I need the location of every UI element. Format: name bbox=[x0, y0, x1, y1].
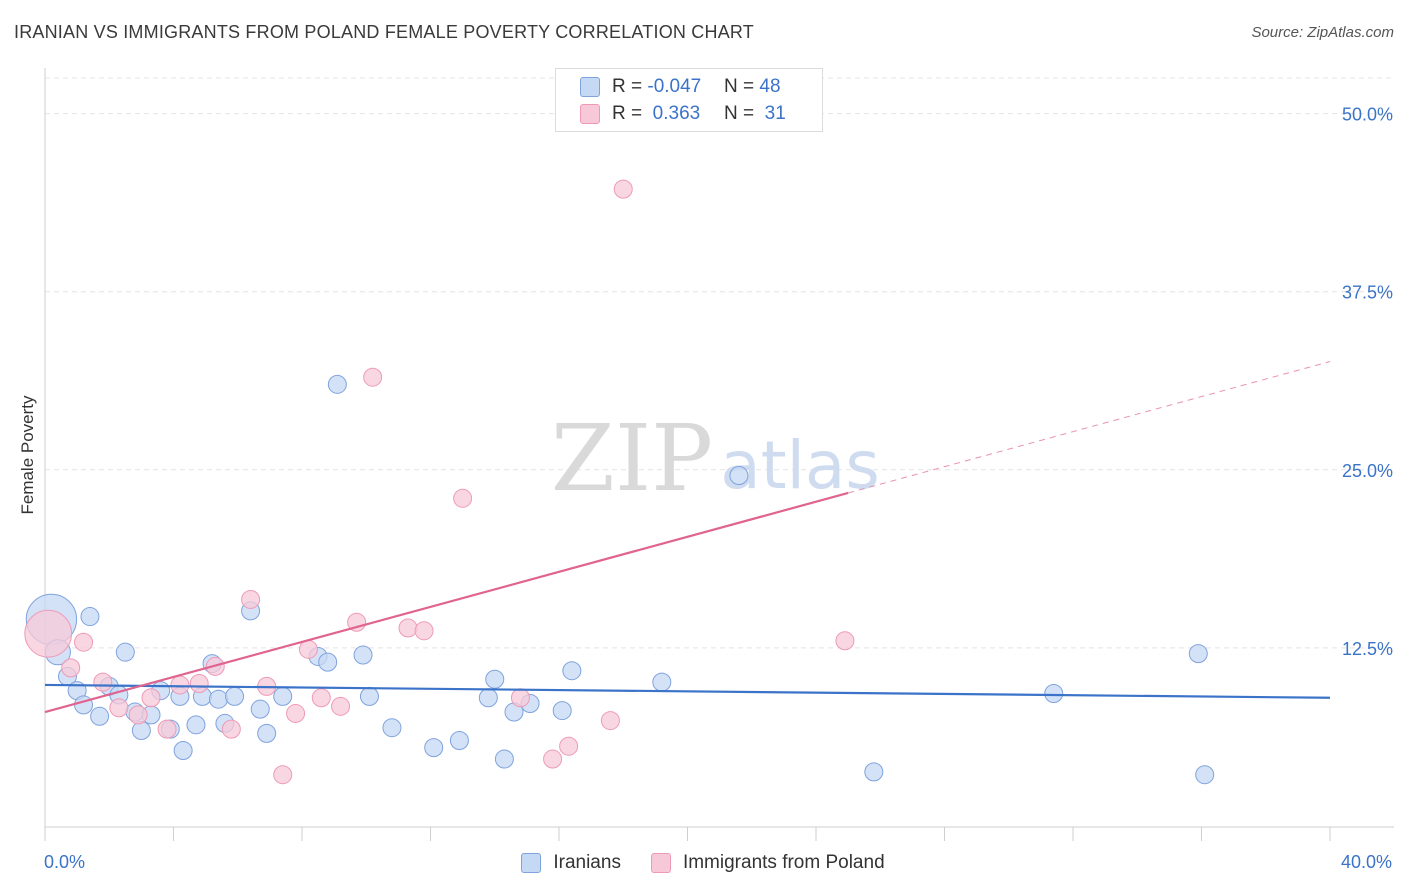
iranians-trend-line bbox=[44, 683, 1331, 699]
legend-r-label: R = bbox=[612, 103, 648, 124]
iranians-point bbox=[494, 749, 514, 769]
x-tick-label-max: 40.0% bbox=[1340, 852, 1392, 872]
x-tick-label-min: 0.0% bbox=[44, 852, 86, 872]
poland-point bbox=[141, 688, 161, 708]
y-tick-label: 50.0% bbox=[1342, 105, 1393, 125]
series-legend-iranians[interactable]: Iranians bbox=[521, 852, 621, 874]
poland-point bbox=[543, 749, 563, 769]
iranians-point bbox=[478, 688, 498, 708]
poland-point bbox=[273, 765, 293, 785]
iranians-point bbox=[327, 374, 347, 394]
iranians-point bbox=[424, 738, 444, 758]
correlation-legend: R = -0.047 N = 48 R = 0.363 N = 31 bbox=[555, 68, 823, 132]
poland-point bbox=[298, 639, 318, 659]
poland-point bbox=[189, 674, 209, 694]
y-tick-label: 25.0% bbox=[1342, 461, 1393, 481]
iranians-point bbox=[864, 762, 884, 782]
series-swatch-blue bbox=[521, 853, 542, 873]
poland-point bbox=[414, 621, 434, 641]
poland-point bbox=[835, 631, 855, 651]
iranians-point bbox=[382, 718, 402, 738]
poland-point bbox=[398, 618, 418, 638]
poland-point bbox=[170, 675, 190, 695]
iranians-point bbox=[173, 740, 193, 760]
series-legend: Iranians Immigrants from Poland bbox=[0, 852, 1406, 874]
watermark-atlas: atlas bbox=[720, 427, 880, 504]
iranians-point bbox=[250, 699, 270, 719]
poland-point bbox=[109, 698, 129, 718]
poland-point bbox=[61, 658, 81, 678]
iranians-point bbox=[449, 731, 469, 751]
y-tick-label: 12.5% bbox=[1342, 639, 1393, 659]
legend-n-label: N = bbox=[724, 76, 760, 97]
iranians-point bbox=[562, 661, 582, 681]
iranians-point bbox=[74, 695, 94, 715]
legend-r-label: R = bbox=[612, 76, 648, 97]
series-label-iranians: Iranians bbox=[553, 852, 621, 873]
iranians-point bbox=[90, 706, 110, 726]
iranians-point bbox=[1044, 683, 1064, 703]
legend-swatch-pink bbox=[580, 104, 600, 124]
poland-point bbox=[157, 719, 177, 739]
y-tick-labels: 12.5% 25.0% 37.5% 50.0% bbox=[1342, 105, 1393, 659]
poland-point bbox=[559, 736, 579, 756]
poland-point bbox=[600, 711, 620, 731]
poland-point bbox=[510, 688, 530, 708]
poland-point bbox=[613, 179, 633, 199]
poland-point bbox=[331, 696, 351, 716]
poland-trend-line bbox=[44, 491, 849, 714]
iranians-point bbox=[485, 669, 505, 689]
axes bbox=[44, 68, 1394, 841]
iranians-point bbox=[353, 645, 373, 665]
watermark: ZIP atlas bbox=[551, 405, 880, 512]
iranians-point bbox=[359, 686, 379, 706]
grid-lines bbox=[45, 77, 1394, 649]
poland-point bbox=[241, 589, 261, 609]
iranians-point bbox=[1188, 644, 1208, 664]
iranians-point bbox=[1195, 765, 1215, 785]
iranians-point bbox=[186, 715, 206, 735]
legend-r-value: -0.047 bbox=[647, 76, 702, 97]
series-legend-poland[interactable]: Immigrants from Poland bbox=[650, 852, 885, 874]
iranians-point bbox=[225, 686, 245, 706]
iranians-point bbox=[652, 672, 672, 692]
iranians-point bbox=[208, 689, 228, 709]
watermark-zip: ZIP bbox=[551, 405, 713, 512]
legend-n-value: 48 bbox=[759, 76, 781, 97]
legend-row-iranians: R = -0.047 N = 48 bbox=[580, 75, 781, 99]
poland-point bbox=[221, 719, 241, 739]
legend-swatch-blue bbox=[580, 77, 600, 97]
poland-point bbox=[363, 367, 383, 387]
poland-point bbox=[128, 705, 148, 725]
iranians-point bbox=[80, 607, 100, 627]
source-label: Source: ZipAtlas.com bbox=[1251, 24, 1394, 41]
poland-points bbox=[24, 179, 855, 785]
iranians-point bbox=[318, 652, 338, 672]
chart-title: IRANIAN VS IMMIGRANTS FROM POLAND FEMALE… bbox=[14, 22, 754, 42]
trend-lines bbox=[44, 361, 1331, 714]
poland-point bbox=[311, 688, 331, 708]
iranians-point bbox=[273, 686, 293, 706]
iranians-point bbox=[131, 721, 151, 741]
y-tick-label: 37.5% bbox=[1342, 283, 1393, 303]
poland-point bbox=[286, 703, 306, 723]
poland-point bbox=[93, 672, 113, 692]
legend-r-value: 0.363 bbox=[647, 103, 701, 124]
legend-row-poland: R = 0.363 N = 31 bbox=[580, 102, 786, 126]
legend-n-value: 31 bbox=[759, 103, 786, 124]
iranians-point bbox=[552, 701, 572, 721]
iranians-point bbox=[729, 466, 749, 486]
series-label-poland: Immigrants from Poland bbox=[682, 852, 885, 873]
series-swatch-pink bbox=[650, 853, 671, 873]
poland-point bbox=[74, 632, 94, 652]
poland-point bbox=[24, 609, 73, 658]
iranians-point bbox=[115, 642, 135, 662]
iranians-point bbox=[257, 723, 277, 743]
poland-trend-line-extension bbox=[847, 361, 1331, 494]
poland-point bbox=[453, 488, 473, 508]
legend-n-label: N = bbox=[724, 103, 760, 124]
